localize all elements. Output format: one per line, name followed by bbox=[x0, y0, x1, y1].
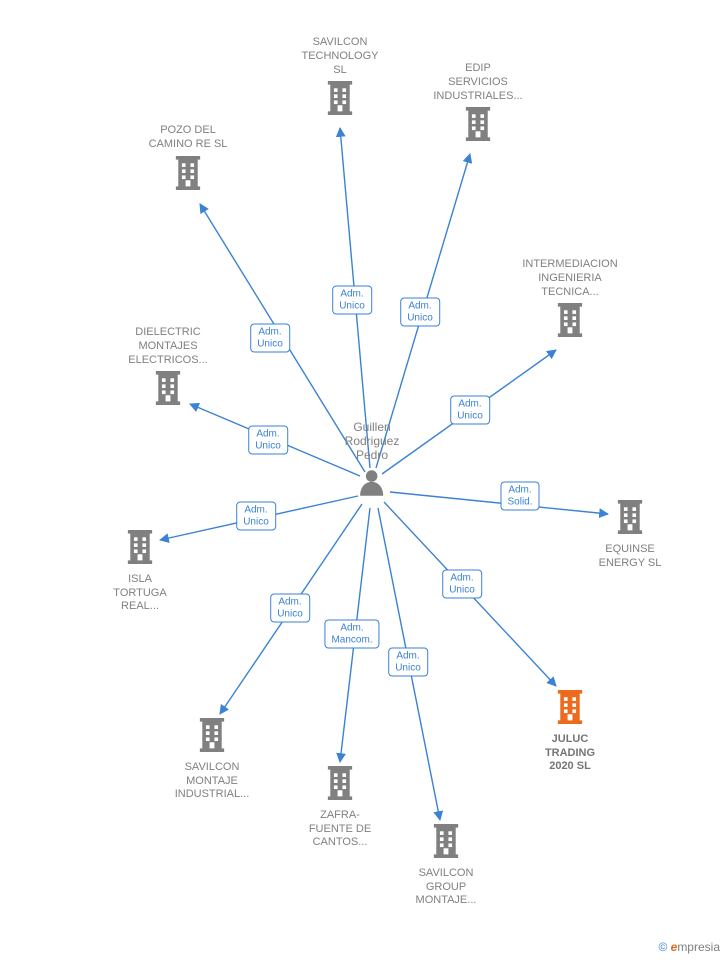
building-icon bbox=[197, 718, 227, 757]
edge-line bbox=[220, 504, 362, 714]
company-label: ZAFRA- FUENTE DE CANTOS... bbox=[280, 809, 400, 850]
company-node-juluc: JULUC TRADING 2020 SL bbox=[510, 690, 630, 778]
building-icon bbox=[325, 766, 355, 805]
company-label: JULUC TRADING 2020 SL bbox=[510, 733, 630, 774]
watermark: © empresia bbox=[658, 940, 720, 954]
company-node-pozo: POZO DEL CAMINO RE SL bbox=[128, 124, 248, 194]
building-icon bbox=[125, 530, 155, 569]
company-label: SAVILCON MONTAJE INDUSTRIAL... bbox=[152, 761, 272, 802]
company-label: DIELECTRIC MONTAJES ELECTRICOS... bbox=[108, 326, 228, 367]
edge-line bbox=[190, 404, 360, 476]
brand-rest: mpresia bbox=[677, 940, 720, 954]
building-icon bbox=[615, 500, 645, 539]
edge-label: Adm. Unico bbox=[236, 502, 276, 531]
person-icon bbox=[358, 487, 386, 501]
edge-label: Adm. Unico bbox=[248, 426, 288, 455]
edge-label: Adm. Unico bbox=[388, 648, 428, 677]
company-label: SAVILCON TECHNOLOGY SL bbox=[280, 36, 400, 77]
company-node-zafra: ZAFRA- FUENTE DE CANTOS... bbox=[280, 766, 400, 854]
diagram-canvas: POZO DEL CAMINO RE SL SAVILCON TECHNOLOGY… bbox=[0, 0, 728, 960]
company-node-savtech: SAVILCON TECHNOLOGY SL bbox=[280, 36, 400, 120]
company-label: POZO DEL CAMINO RE SL bbox=[128, 124, 248, 152]
company-node-savmont: SAVILCON MONTAJE INDUSTRIAL... bbox=[152, 718, 272, 806]
building-icon bbox=[173, 156, 203, 195]
edge-line bbox=[384, 502, 556, 686]
company-label: INTERMEDIACION INGENIERIA TECNICA... bbox=[510, 258, 630, 299]
company-label: SAVILCON GROUP MONTAJE... bbox=[386, 867, 506, 908]
building-icon bbox=[555, 303, 585, 342]
company-node-savgroup: SAVILCON GROUP MONTAJE... bbox=[386, 824, 506, 912]
building-icon bbox=[555, 690, 585, 729]
edge-label: Adm. Unico bbox=[250, 324, 290, 353]
company-label: EDIP SERVICIOS INDUSTRIALES... bbox=[418, 62, 538, 103]
building-icon bbox=[325, 81, 355, 120]
company-node-equinse: EQUINSE ENERGY SL bbox=[570, 500, 690, 574]
center-person-node: Guillen Rodriguez Pedro bbox=[345, 420, 400, 501]
edge-label: Adm. Unico bbox=[270, 594, 310, 623]
company-node-dielectric: DIELECTRIC MONTAJES ELECTRICOS... bbox=[108, 326, 228, 410]
edge-label: Adm. Solid. bbox=[500, 482, 539, 511]
edge-label: Adm. Unico bbox=[442, 570, 482, 599]
center-label: Guillen Rodriguez Pedro bbox=[345, 420, 400, 462]
company-label: EQUINSE ENERGY SL bbox=[570, 543, 690, 571]
edge-line bbox=[382, 350, 556, 474]
edge-label: Adm. Unico bbox=[450, 396, 490, 425]
building-icon bbox=[463, 107, 493, 146]
copyright-symbol: © bbox=[658, 940, 667, 954]
edge-label: Adm. Unico bbox=[332, 286, 372, 315]
company-node-intermed: INTERMEDIACION INGENIERIA TECNICA... bbox=[510, 258, 630, 342]
edge-label: Adm. Mancom. bbox=[324, 620, 379, 649]
building-icon bbox=[431, 824, 461, 863]
company-node-edip: EDIP SERVICIOS INDUSTRIALES... bbox=[418, 62, 538, 146]
edge-line bbox=[340, 128, 370, 468]
company-label: ISLA TORTUGA REAL... bbox=[80, 573, 200, 614]
edge-line bbox=[340, 508, 370, 762]
edge-label: Adm. Unico bbox=[400, 298, 440, 327]
company-node-isla: ISLA TORTUGA REAL... bbox=[80, 530, 200, 618]
building-icon bbox=[153, 371, 183, 410]
